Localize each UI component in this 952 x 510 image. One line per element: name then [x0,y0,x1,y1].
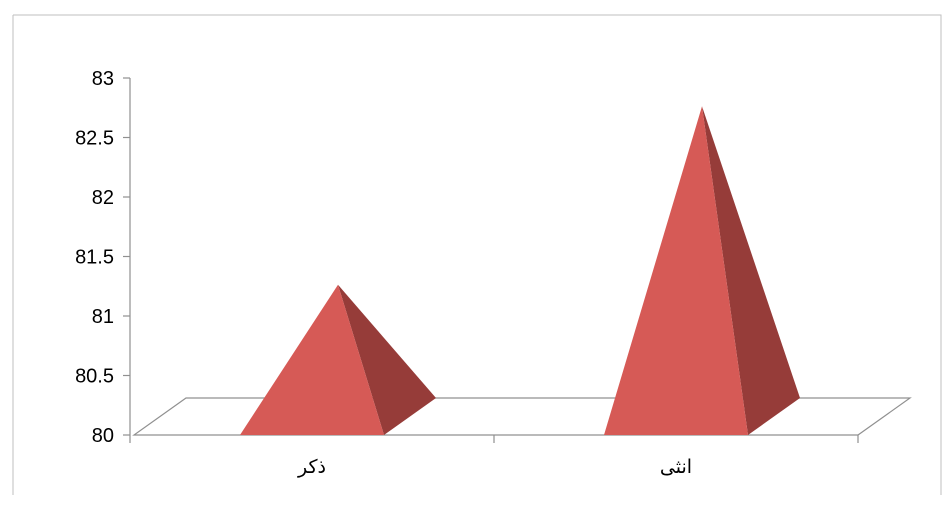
pyramid-front-face [240,284,384,435]
y-tick-label: 80.5 [75,366,114,388]
y-tick-label: 83 [92,68,114,90]
x-category-label: انثى [660,456,692,478]
pyramid-side-face [338,284,436,435]
chart-frame [12,14,942,495]
y-tick-label: 80 [92,425,114,447]
y-tick-label: 82.5 [75,128,114,150]
pyramid-side-face [702,106,800,436]
y-tick-label: 81.5 [75,247,114,269]
y-tick-label: 81 [92,306,114,328]
pyramid-front-face [604,106,748,436]
y-tick-label: 82 [92,187,114,209]
x-category-label: ذكر [297,456,326,478]
